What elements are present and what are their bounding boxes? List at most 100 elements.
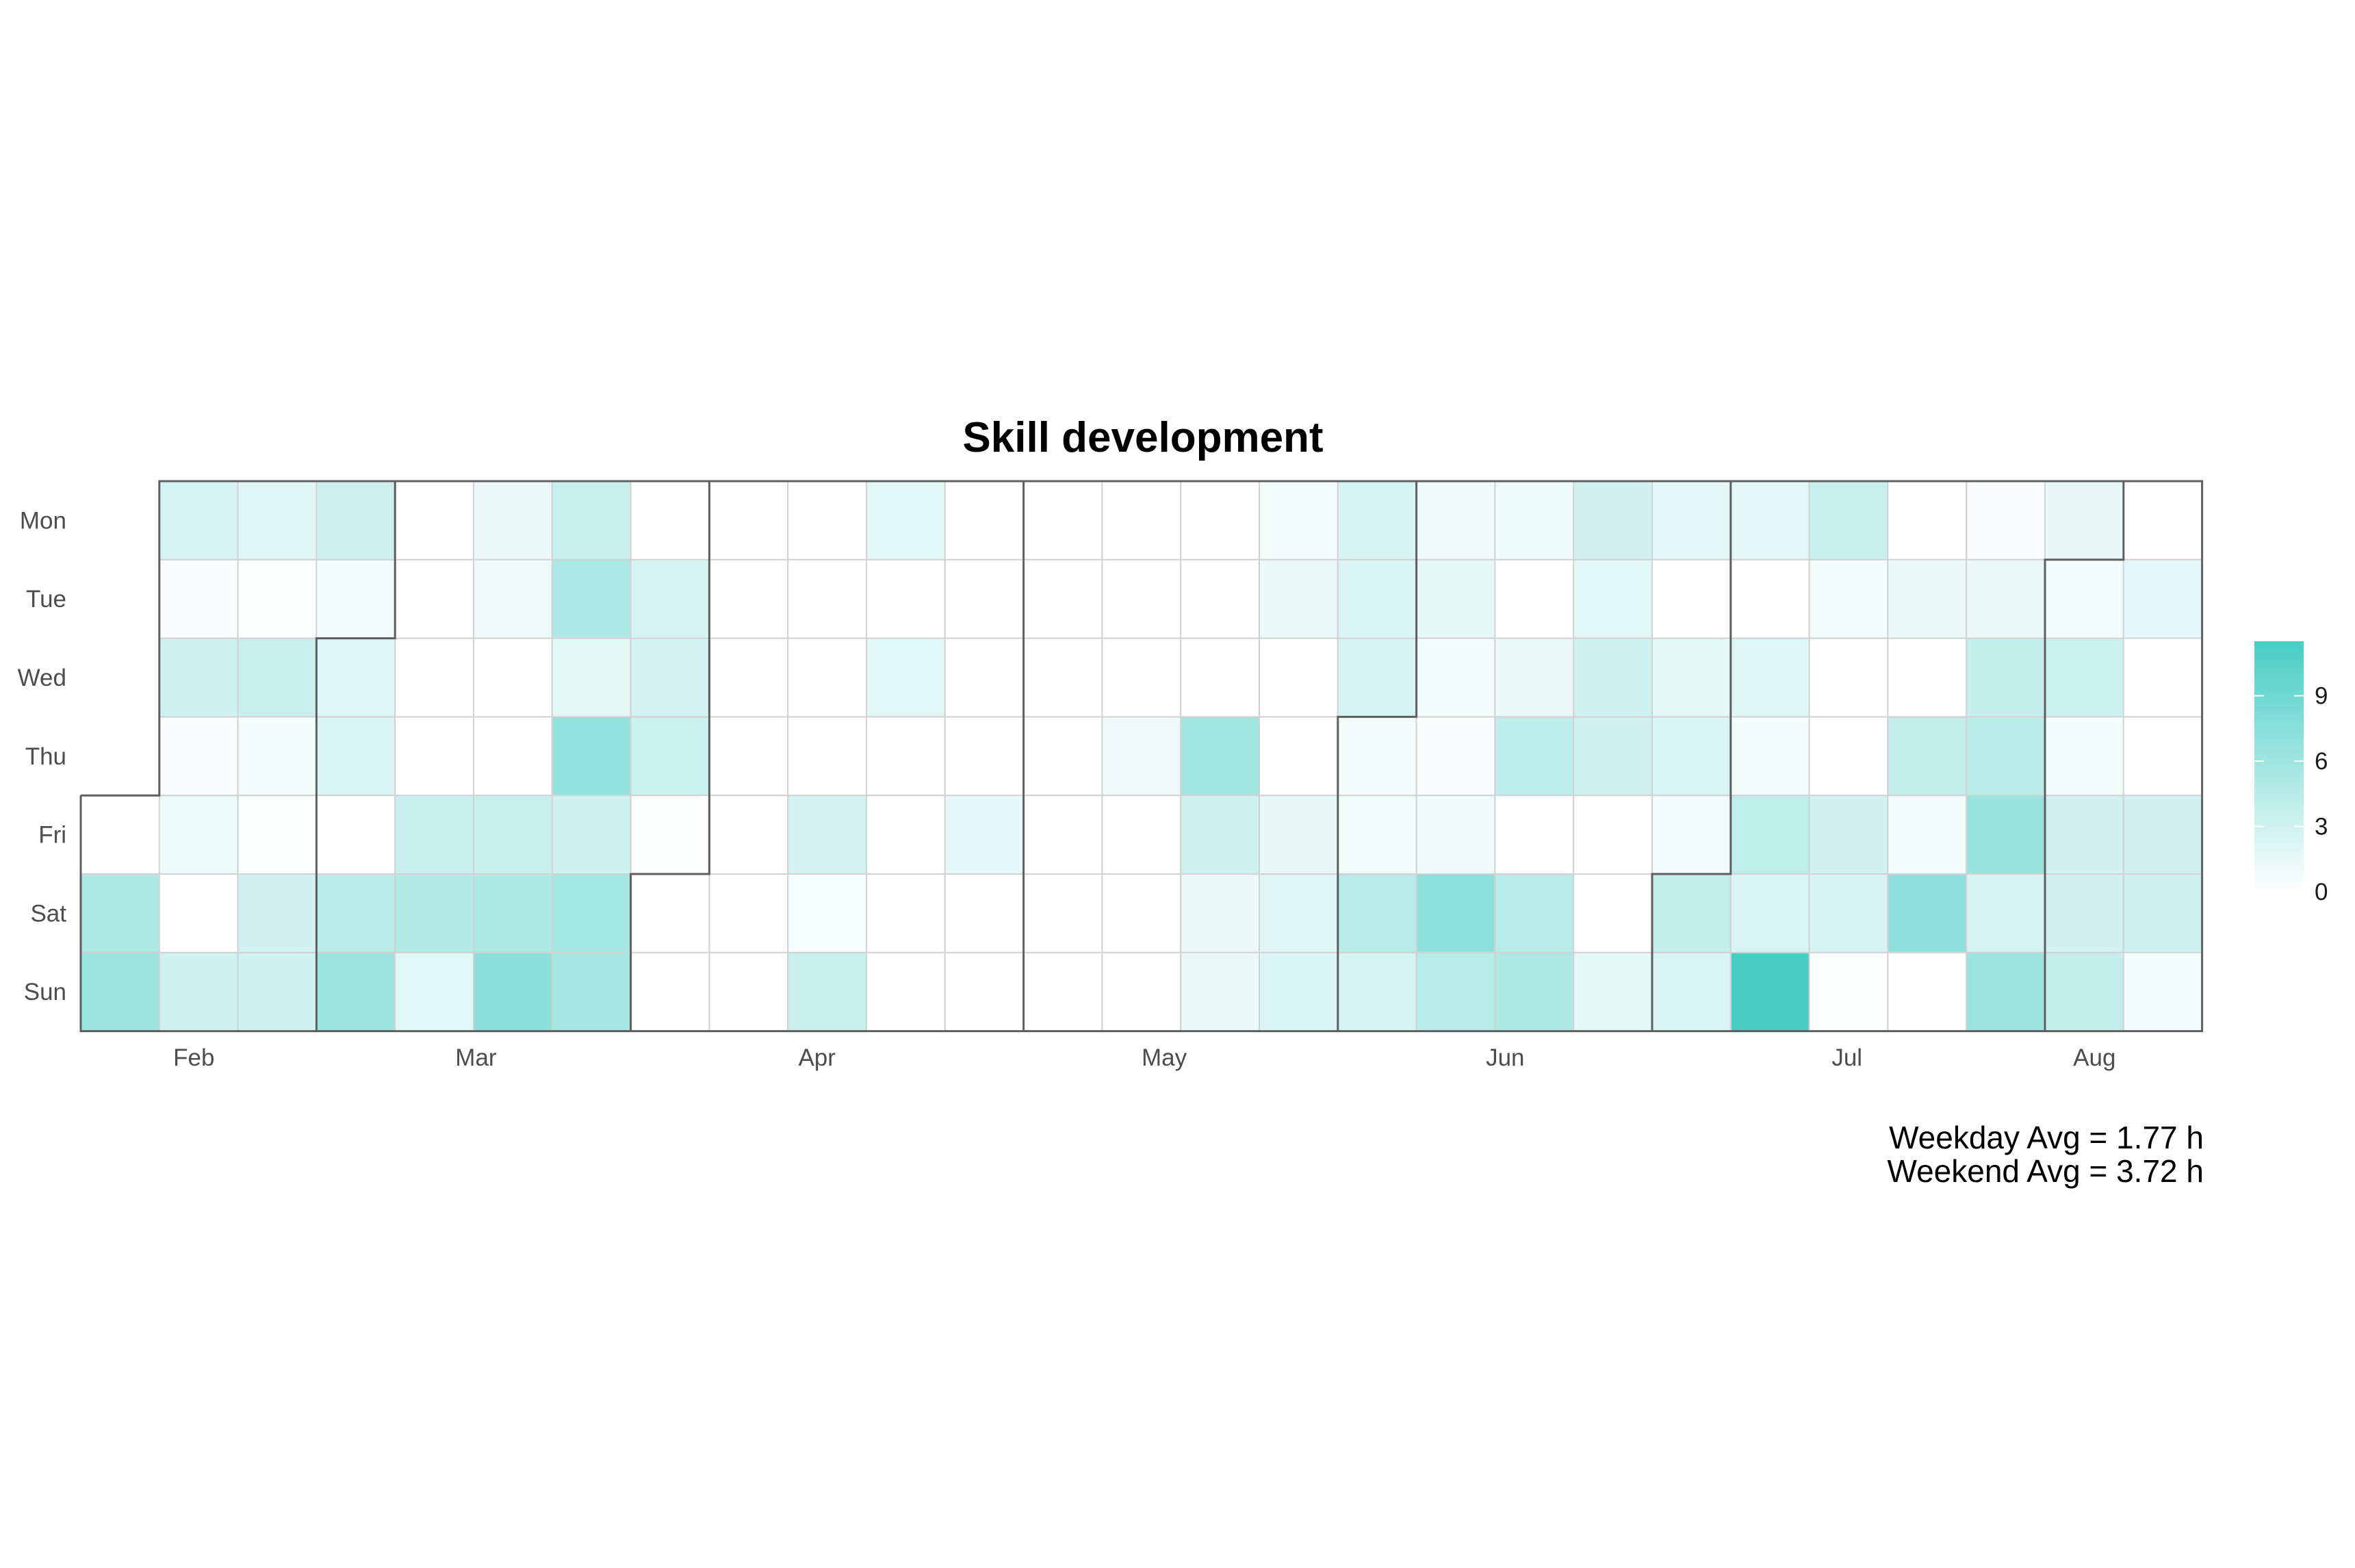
heatmap-cell [237, 480, 318, 561]
heatmap-cell [1966, 558, 2046, 639]
x-tick-label: Aug [2073, 1044, 2115, 1071]
heatmap-cell [2044, 558, 2124, 639]
heatmap-cell [787, 951, 867, 1032]
heatmap-cell [551, 637, 632, 718]
heatmap-cell [1573, 558, 1653, 639]
heatmap-cell [473, 795, 553, 875]
heatmap-cell [1337, 716, 1417, 797]
heatmap-cell [708, 795, 789, 875]
heatmap-cell [1259, 480, 1339, 561]
heatmap-cell [1259, 716, 1339, 797]
heatmap-cell [1573, 795, 1653, 875]
x-tick-label: Jun [1486, 1044, 1524, 1071]
heatmap-cell [1573, 873, 1653, 953]
color-legend: 0 3 6 9 [2254, 641, 2328, 905]
heatmap-cell [1337, 951, 1417, 1032]
heatmap-cell [2122, 951, 2203, 1032]
heatmap-cell [394, 480, 475, 561]
heatmap-cell [1651, 951, 1732, 1032]
heatmap-cell [944, 873, 1025, 953]
heatmap-cell [158, 637, 239, 718]
heatmap-cell [1022, 637, 1103, 718]
heatmap-cell [316, 637, 396, 718]
month-boundary-line [2044, 481, 2125, 1031]
heatmap-cell [866, 558, 946, 639]
heatmap-cell [1651, 637, 1732, 718]
heatmap-cell [316, 873, 396, 953]
heatmap-cell [473, 480, 553, 561]
heatmap-cell [708, 558, 789, 639]
heatmap-cell [944, 951, 1025, 1032]
heatmap-cell [1651, 558, 1732, 639]
heatmap-cell [316, 558, 396, 639]
heatmap-cell [1415, 873, 1496, 953]
heatmap-cell [473, 873, 553, 953]
heatmap-cell [1729, 873, 1810, 953]
heatmap-cell [1022, 716, 1103, 797]
heatmap-cell [1808, 637, 1889, 718]
heatmap-cell [1180, 951, 1260, 1032]
heatmap-cell [2122, 637, 2203, 718]
heatmap-cell [866, 637, 946, 718]
heatmap-cell [1337, 637, 1417, 718]
heatmap-cell [158, 873, 239, 953]
heatmap-cell [1180, 558, 1260, 639]
heatmap-cell [158, 716, 239, 797]
heatmap-cell [237, 873, 318, 953]
heatmap-cell [551, 795, 632, 875]
heatmap-cell [1573, 637, 1653, 718]
heatmap-cell [1573, 480, 1653, 561]
heatmap-cell [1808, 873, 1889, 953]
heatmap-cell [473, 951, 553, 1032]
y-axis-labels: Mon Tue Wed Thu Fri Sat Sun [18, 507, 67, 1005]
y-tick-label: Fri [38, 822, 66, 849]
heatmap-cell [1808, 716, 1889, 797]
x-axis-labels: Feb Mar Apr May Jun Jul Aug [173, 1044, 2115, 1071]
heatmap-cell [1101, 637, 1182, 718]
weekend-average: Weekend Avg = 3.72 h [1888, 1153, 2204, 1189]
heatmap-cell [2044, 480, 2124, 561]
heatmap-cell [1729, 637, 1810, 718]
heatmap-cell [1101, 873, 1182, 953]
heatmap-cell [866, 873, 946, 953]
heatmap-cell [1494, 716, 1575, 797]
heatmap-cell [237, 716, 318, 797]
heatmap-cell [2044, 716, 2124, 797]
heatmap-cell [1101, 951, 1182, 1032]
legend-tick-label: 9 [2315, 683, 2328, 710]
heatmap-cells [80, 480, 2203, 1032]
heatmap-cell [1808, 795, 1889, 875]
heatmap-cell [630, 716, 710, 797]
heatmap-cell [1808, 951, 1889, 1032]
x-tick-label: Apr [798, 1044, 836, 1071]
heatmap-cell [1415, 558, 1496, 639]
heatmap-cell [1415, 637, 1496, 718]
heatmap-cell [1729, 716, 1810, 797]
heatmap-cell [1337, 873, 1417, 953]
heatmap-cell [394, 873, 475, 953]
heatmap-cell [237, 795, 318, 875]
heatmap-cell [394, 716, 475, 797]
heatmap-cell [944, 558, 1025, 639]
heatmap-cell [1022, 795, 1103, 875]
month-boundary-line [315, 481, 396, 1031]
heatmap-cell [2044, 951, 2124, 1032]
heatmap-cell [1180, 637, 1260, 718]
heatmap-cell [158, 951, 239, 1032]
x-tick-label: Feb [173, 1044, 214, 1071]
heatmap-cell [1651, 873, 1732, 953]
heatmap-cell [237, 951, 318, 1032]
heatmap-cell [1651, 716, 1732, 797]
heatmap-cell [2044, 873, 2124, 953]
heatmap-cell [1808, 558, 1889, 639]
heatmap-cell [944, 637, 1025, 718]
heatmap-cell [708, 873, 789, 953]
month-boundary-line [630, 481, 710, 1031]
heatmap-cell [1729, 480, 1810, 561]
heatmap-cell [1259, 637, 1339, 718]
heatmap-cell [944, 716, 1025, 797]
heatmap-cell [1494, 795, 1575, 875]
heatmap-cell [1337, 558, 1417, 639]
heatmap-cell [1651, 795, 1732, 875]
